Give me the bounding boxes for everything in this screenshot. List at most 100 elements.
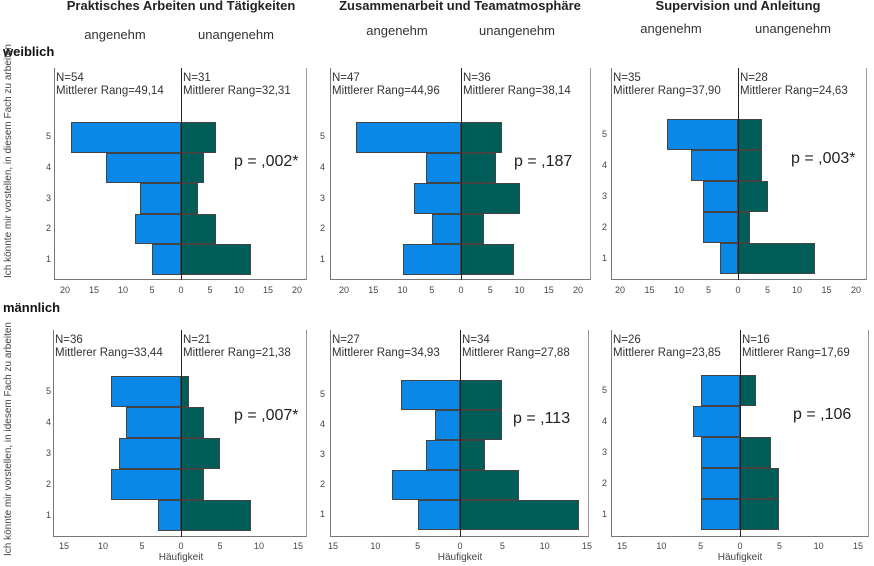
bar-angenehm [157, 500, 181, 531]
n-left: N=36 [55, 334, 83, 346]
bar-angenehm [431, 213, 461, 245]
bar-unangenehm [460, 380, 503, 410]
column-title-supervision: Supervision und Anleitung [655, 0, 821, 13]
bar-unangenehm [738, 150, 762, 181]
x-tick-label: 5 [415, 541, 421, 551]
plot-frame [330, 68, 591, 280]
y-tick-label: 2 [320, 479, 326, 489]
bar-angenehm [392, 470, 460, 500]
group-label-maennlich: männlich [3, 300, 61, 315]
zero-line [461, 68, 462, 280]
p-value: p = ,106 [793, 406, 852, 423]
x-tick-label: 20 [59, 285, 71, 295]
bar-unangenehm [181, 122, 216, 153]
bar-unangenehm [738, 212, 750, 243]
y-tick-label: 5 [602, 128, 608, 139]
bar-angenehm [414, 183, 461, 214]
bar-unangenehm [181, 407, 205, 438]
x-tick-label: 10 [539, 541, 550, 551]
x-tick-label: 10 [370, 541, 381, 551]
column-title-zusammenarbeit: Zusammenarbeit und Teamatmosphäre [339, 0, 581, 13]
x-tick-label: 5 [499, 541, 505, 551]
rank-left: Mittlerer Rang=37,90 [613, 85, 721, 97]
bar-unangenehm [738, 181, 768, 212]
y-tick-label: 3 [602, 446, 608, 457]
bar-unangenehm [740, 468, 780, 499]
x-axis-label: Häufigkeit [158, 552, 204, 563]
x-axis-label: Häufigkeit [717, 552, 763, 563]
y-tick-label: 5 [320, 389, 326, 399]
plot-frame [54, 68, 307, 280]
bar-angenehm [700, 375, 740, 406]
plot-frame [330, 330, 589, 537]
n-right: N=31 [183, 72, 211, 84]
x-tick-label: 5 [705, 285, 712, 295]
group-label-weiblich: weiblich [3, 44, 55, 59]
x-tick-label: 5 [776, 541, 782, 551]
x-tick-label: 10 [813, 541, 824, 551]
rank-right: Mittlerer Rang=21,38 [183, 347, 291, 359]
x-tick-label: 5 [487, 285, 493, 295]
x-tick-label: 15 [292, 541, 304, 551]
zero-line [738, 68, 739, 280]
y-tick-label: 3 [46, 447, 52, 458]
y-tick-label: 1 [320, 253, 326, 264]
bar-angenehm [690, 150, 738, 181]
zero-line [740, 330, 741, 537]
bar-unangenehm [460, 470, 520, 500]
bar-unangenehm [460, 500, 579, 530]
y-tick-label: 2 [46, 223, 52, 234]
bar-unangenehm [461, 244, 514, 275]
bar-unangenehm [461, 122, 502, 153]
x-tick-label: 0 [178, 541, 184, 551]
zero-line [460, 330, 461, 537]
bar-unangenehm [740, 437, 772, 468]
y-tick-label: 4 [320, 161, 326, 172]
x-tick-label: 20 [572, 285, 584, 295]
bar-unangenehm [181, 244, 251, 275]
y-tick-label: 4 [602, 159, 608, 170]
n-right: N=16 [742, 334, 770, 346]
p-value: p = ,187 [514, 152, 573, 170]
x-tick-label: 15 [821, 285, 832, 295]
bar-unangenehm [181, 183, 199, 214]
n-left: N=54 [56, 72, 84, 84]
x-tick-label: 15 [543, 285, 554, 295]
bar-angenehm [355, 122, 461, 153]
rank-left: Mittlerer Rang=49,14 [56, 85, 164, 97]
bar-angenehm [667, 119, 738, 150]
x-tick-label: 5 [139, 541, 145, 551]
y-tick-label: 1 [46, 253, 52, 264]
bar-angenehm [702, 181, 738, 212]
x-tick-label: 5 [698, 541, 704, 551]
bar-unangenehm [181, 213, 216, 245]
bar-angenehm [702, 212, 738, 243]
bar-angenehm [126, 407, 181, 438]
x-tick-label: 10 [397, 285, 408, 295]
bar-angenehm [110, 376, 181, 407]
x-tick-label: 15 [327, 541, 339, 551]
y-tick-label: 5 [46, 385, 52, 396]
bar-angenehm [134, 213, 181, 245]
y-tick-label: 3 [602, 190, 608, 201]
y-tick-label: 3 [320, 449, 326, 459]
bar-angenehm [425, 152, 461, 184]
rank-left: Mittlerer Rang=44,96 [332, 85, 440, 97]
n-right: N=34 [462, 334, 490, 346]
rank-right: Mittlerer Rang=38,14 [463, 85, 571, 97]
x-tick-label: 0 [178, 285, 184, 295]
bar-angenehm [417, 500, 460, 530]
y-tick-label: 5 [46, 131, 52, 142]
bar-unangenehm [181, 376, 189, 407]
y-tick-label: 2 [602, 477, 608, 488]
bar-unangenehm [181, 469, 205, 500]
x-tick-label: 15 [262, 285, 274, 295]
p-value: p = ,002* [234, 152, 299, 170]
n-left: N=27 [332, 334, 360, 346]
y-tick-label: 5 [602, 384, 608, 395]
x-tick-label: 10 [656, 541, 667, 551]
plot-frame [53, 330, 307, 537]
bar-unangenehm [740, 499, 780, 530]
rank-left: Mittlerer Rang=34,93 [332, 347, 440, 359]
